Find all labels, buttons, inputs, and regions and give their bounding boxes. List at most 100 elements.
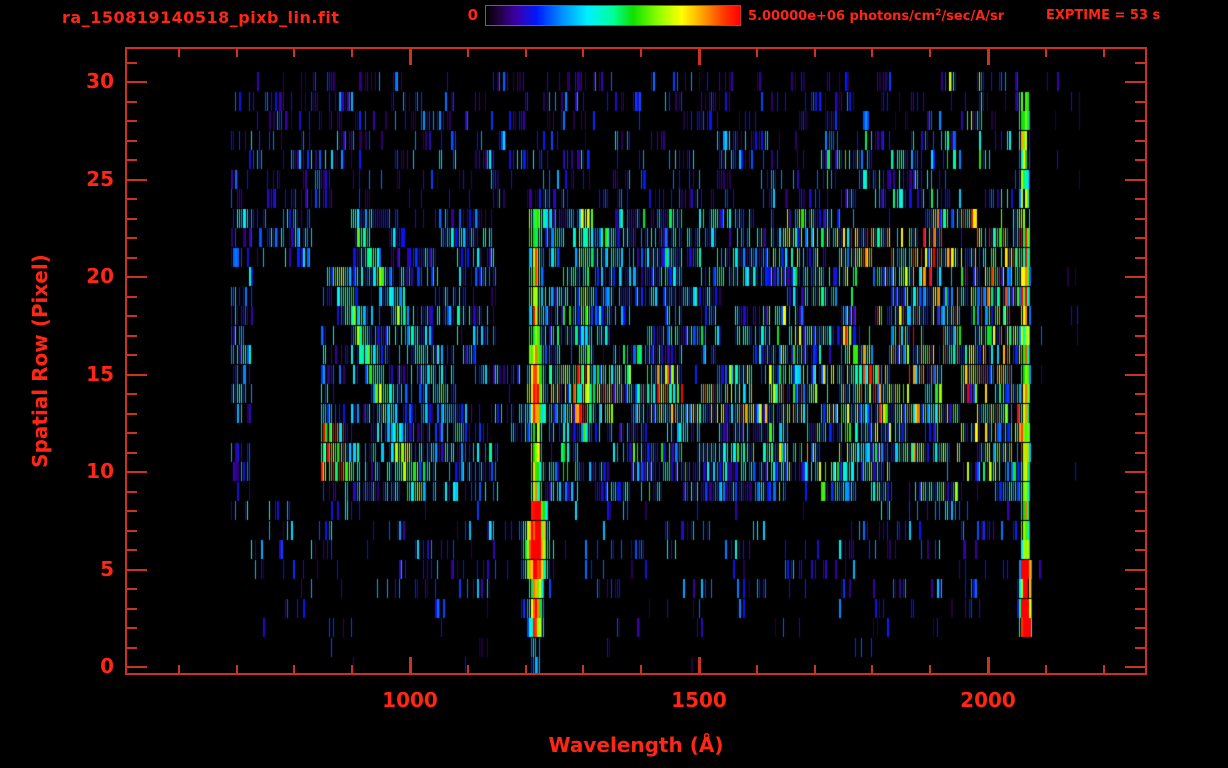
y-axis-tick xyxy=(127,666,147,668)
y-axis-tick xyxy=(1135,62,1145,64)
y-axis-tick xyxy=(127,374,147,376)
x-axis-tick xyxy=(409,657,412,673)
y-axis-tick xyxy=(127,354,137,356)
exptime-label: EXPTIME = 53 s xyxy=(1046,8,1161,23)
x-axis-tick xyxy=(814,49,816,57)
y-axis-tick xyxy=(1125,471,1145,473)
y-tick-label: 25 xyxy=(86,167,114,191)
x-axis-tick xyxy=(178,49,180,57)
x-axis-tick xyxy=(698,657,701,673)
x-axis-title: Wavelength (Å) xyxy=(548,733,724,757)
y-axis-tick xyxy=(1125,569,1145,571)
y-axis-tick xyxy=(1135,549,1145,551)
y-axis-tick xyxy=(127,491,137,493)
y-axis-tick xyxy=(127,140,137,142)
y-axis-tick xyxy=(1125,276,1145,278)
y-axis-tick xyxy=(1135,452,1145,454)
y-axis-tick xyxy=(127,510,137,512)
y-axis-title: Spatial Row (Pixel) xyxy=(28,254,52,468)
y-axis-tick xyxy=(127,101,137,103)
x-axis-tick xyxy=(467,665,469,673)
y-axis-tick xyxy=(127,588,137,590)
colorbar-unit-post: /sec/A/sr xyxy=(941,9,1005,24)
y-axis-tick xyxy=(127,569,147,571)
y-axis-tick xyxy=(1135,588,1145,590)
y-axis-tick xyxy=(1135,120,1145,122)
x-axis-tick xyxy=(987,49,990,65)
y-axis-tick xyxy=(1135,491,1145,493)
x-axis-tick xyxy=(582,665,584,673)
x-axis-tick xyxy=(756,665,758,673)
y-axis-tick xyxy=(1125,81,1145,83)
colorbar-max-label: 5.00000e+06 photons/cm2/sec/A/sr xyxy=(748,8,1004,24)
y-axis-tick xyxy=(127,335,137,337)
x-axis-tick xyxy=(814,665,816,673)
y-axis-tick xyxy=(1135,432,1145,434)
y-tick-label: 0 xyxy=(100,654,114,678)
colorbar-max-value: 5.00000e+06 xyxy=(748,9,846,24)
x-axis-tick xyxy=(525,665,527,673)
y-axis-tick xyxy=(1125,179,1145,181)
y-axis-tick xyxy=(127,257,137,259)
colorbar-unit-pre: photons/cm xyxy=(845,9,936,24)
y-tick-label: 20 xyxy=(86,264,114,288)
x-axis-tick xyxy=(640,665,642,673)
y-axis-tick xyxy=(1135,315,1145,317)
y-axis-tick xyxy=(127,276,147,278)
y-axis-tick xyxy=(1135,198,1145,200)
y-axis-tick xyxy=(127,432,137,434)
x-axis-tick xyxy=(1045,49,1047,57)
x-axis-tick xyxy=(698,49,701,65)
y-tick-label: 15 xyxy=(86,362,114,386)
y-tick-label: 5 xyxy=(100,557,114,581)
x-axis-tick xyxy=(1103,49,1105,57)
y-axis-tick xyxy=(1135,237,1145,239)
x-axis-tick xyxy=(178,665,180,673)
x-axis-tick xyxy=(1103,665,1105,673)
y-axis-tick xyxy=(1135,627,1145,629)
y-axis-tick xyxy=(127,608,137,610)
colorbar-min-label: 0 xyxy=(467,6,478,24)
x-axis-tick xyxy=(351,665,353,673)
y-axis-tick xyxy=(1135,510,1145,512)
y-axis-tick xyxy=(127,530,137,532)
x-axis-tick xyxy=(236,49,238,57)
y-tick-label: 30 xyxy=(86,69,114,93)
x-axis-tick xyxy=(871,49,873,57)
y-axis-tick xyxy=(127,120,137,122)
colorbar-unit-superscript: 2 xyxy=(935,8,942,18)
x-axis-tick xyxy=(409,49,412,65)
y-axis-tick xyxy=(127,198,137,200)
y-axis-tick xyxy=(127,159,137,161)
colorbar-gradient xyxy=(485,5,741,26)
y-axis-tick xyxy=(1125,666,1145,668)
y-axis-tick xyxy=(1135,257,1145,259)
y-axis-tick xyxy=(1135,335,1145,337)
x-tick-label: 1000 xyxy=(382,688,438,712)
y-axis-tick xyxy=(1135,218,1145,220)
x-axis-tick xyxy=(987,657,990,673)
y-axis-tick xyxy=(127,81,147,83)
plot-title: ra_150819140518_pixb_lin.fit xyxy=(62,8,340,27)
y-axis-tick xyxy=(1135,296,1145,298)
y-tick-label: 10 xyxy=(86,459,114,483)
y-axis-tick xyxy=(1125,374,1145,376)
x-tick-label: 1500 xyxy=(671,688,727,712)
x-axis-tick xyxy=(640,49,642,57)
x-axis-tick xyxy=(467,49,469,57)
x-axis-tick xyxy=(756,49,758,57)
y-axis-tick xyxy=(127,452,137,454)
x-axis-tick xyxy=(236,665,238,673)
y-axis-tick xyxy=(127,62,137,64)
y-axis-tick xyxy=(1135,393,1145,395)
y-axis-tick xyxy=(127,218,137,220)
x-axis-tick xyxy=(582,49,584,57)
x-axis-tick xyxy=(929,665,931,673)
y-axis-tick xyxy=(127,413,137,415)
x-axis-tick xyxy=(351,49,353,57)
x-axis-tick xyxy=(929,49,931,57)
y-axis-tick xyxy=(1135,159,1145,161)
y-axis-tick xyxy=(127,237,137,239)
y-axis-tick xyxy=(1135,647,1145,649)
